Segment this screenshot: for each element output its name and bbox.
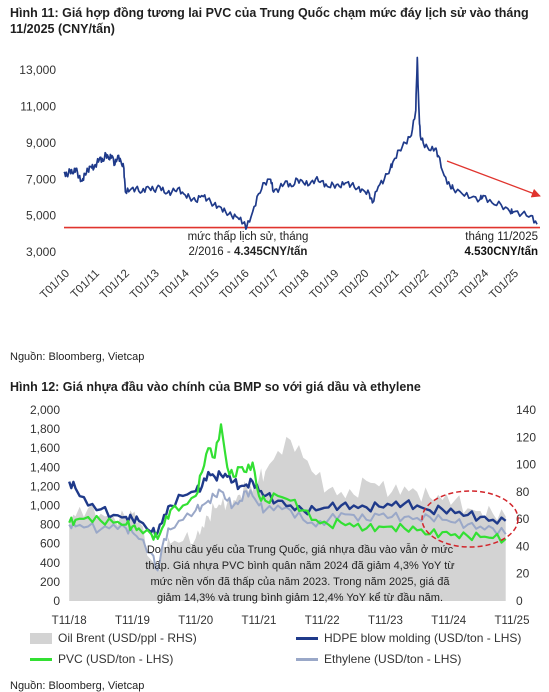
x-tick-label: T01/24 — [457, 267, 491, 301]
x-tick-label: T01/13 — [128, 268, 162, 302]
pvc-futures-series-line — [63, 56, 538, 231]
y-tick-label: 5,000 — [26, 209, 56, 223]
annotation-low-date: 2/2016 - — [189, 246, 234, 258]
chart2-source: Nguồn: Bloomberg, Vietcap — [10, 680, 145, 692]
y-right-tick-label: 0 — [516, 594, 523, 608]
x-tick-label: T01/16 — [218, 268, 252, 302]
chart1-source: Nguồn: Bloomberg, Vietcap — [10, 351, 145, 363]
y-right-tick-label: 60 — [516, 512, 530, 526]
chart2-svg: 02004006008001,0001,2001,4001,6001,8002,… — [30, 403, 536, 627]
y-tick-label: 9,000 — [26, 136, 56, 150]
x-tick-label: T01/14 — [158, 267, 192, 301]
oil-brent-area — [69, 436, 506, 601]
y-left-tick-label: 0 — [53, 594, 60, 608]
note-line: Do nhu cầu yếu của Trung Quốc, giá nhựa … — [147, 543, 454, 556]
x-tick-label: T11/24 — [431, 615, 467, 627]
annotation-low-value: 4.345CNY/tấn — [234, 246, 308, 258]
x-tick-label: T11/21 — [241, 615, 276, 627]
x-tick-label: T11/25 — [495, 615, 530, 627]
x-tick-label: T01/12 — [98, 268, 132, 302]
x-tick-label: T01/19 — [308, 268, 342, 302]
x-tick-label: T01/11 — [69, 268, 102, 301]
annotation-nov-line1: tháng 11/2025 — [465, 231, 538, 243]
pvc-series-line — [68, 423, 507, 544]
y-right-tick-label: 100 — [516, 458, 536, 472]
y-left-tick-label: 400 — [40, 556, 60, 570]
x-tick-label: T01/15 — [188, 268, 222, 302]
legend-item-hdpe: HDPE blow molding (USD/ton - LHS) — [296, 631, 521, 645]
note-line: giảm 14,3% và trung bình giảm 12,4% YoY … — [157, 592, 443, 604]
y-right-tick-label: 20 — [516, 567, 530, 581]
x-tick-label: T11/22 — [305, 615, 340, 627]
y-tick-label: 11,000 — [20, 100, 56, 114]
y-right-tick-label: 40 — [516, 539, 530, 553]
y-left-tick-label: 1,000 — [30, 499, 60, 513]
y-right-tick-label: 140 — [516, 403, 536, 417]
x-tick-label: T01/18 — [278, 268, 312, 302]
hdpe-series-line — [68, 470, 507, 538]
legend-swatch-hdpe — [296, 636, 318, 640]
y-left-tick-label: 1,600 — [30, 441, 60, 455]
x-tick-label: T11/23 — [368, 615, 403, 627]
annotation-low-line1: mức thấp lịch sử, tháng — [188, 231, 309, 243]
highlight-ellipse — [421, 490, 519, 548]
y-left-tick-label: 1,800 — [30, 422, 60, 436]
legend-label-ethylene: Ethylene (USD/ton - LHS) — [324, 652, 462, 666]
x-tick-label: T01/17 — [248, 268, 282, 302]
legend-label-oil: Oil Brent (USD/ppl - RHS) — [58, 631, 197, 645]
x-tick-label: T01/21 — [368, 268, 402, 302]
chart2-legend: Oil Brent (USD/ppl - RHS) HDPE blow mold… — [0, 631, 549, 669]
y-left-tick-label: 600 — [40, 537, 60, 551]
chart1-title-line1: Hình 11: Giá hợp đồng tương lai PVC của … — [10, 6, 529, 20]
y-tick-label: 3,000 — [26, 245, 56, 259]
legend-label-pvc: PVC (USD/ton - LHS) — [58, 652, 174, 666]
y-right-tick-label: 120 — [516, 430, 536, 444]
note-line: thấp. Giá nhựa PVC bình quân năm 2024 đã… — [145, 560, 455, 572]
legend-swatch-ethylene — [296, 657, 318, 661]
legend-item-oil: Oil Brent (USD/ppl - RHS) — [30, 631, 197, 645]
note-line: mức nền vốn đã thấp của năm 2023. Trong … — [150, 576, 450, 588]
y-left-tick-label: 200 — [40, 575, 60, 589]
y-tick-label: 7,000 — [26, 172, 56, 186]
y-left-tick-label: 1,200 — [30, 479, 60, 493]
annotation-low-line2: 2/2016 - 4.345CNY/tấn — [189, 246, 308, 258]
x-tick-label: T01/22 — [398, 268, 432, 302]
x-tick-label: T01/20 — [338, 268, 372, 302]
legend-item-ethylene: Ethylene (USD/ton - LHS) — [296, 652, 461, 666]
chart1-title: Hình 11: Giá hợp đồng tương lai PVC của … — [10, 5, 529, 37]
x-tick-label: T11/20 — [178, 615, 213, 627]
x-tick-label: T01/10 — [38, 268, 72, 302]
legend-swatch-oil — [30, 632, 52, 644]
y-right-tick-label: 80 — [516, 485, 530, 499]
ethylene-series-line — [68, 488, 507, 572]
y-left-tick-label: 1,400 — [30, 460, 60, 474]
trend-arrow — [446, 160, 541, 198]
y-left-tick-label: 2,000 — [30, 403, 60, 417]
x-tick-label: T11/19 — [115, 615, 150, 627]
legend-swatch-pvc — [30, 657, 52, 661]
x-tick-label: T01/25 — [487, 268, 521, 302]
y-tick-label: 13,000 — [19, 63, 56, 77]
x-tick-label: T11/18 — [52, 615, 87, 627]
legend-item-pvc: PVC (USD/ton - LHS) — [30, 652, 173, 666]
chart2-title: Hình 12: Giá nhựa đầu vào chính của BMP … — [10, 380, 421, 394]
annotation-nov-value: 4.530CNY/tấn — [464, 246, 538, 258]
legend-label-hdpe: HDPE blow molding (USD/ton - LHS) — [324, 631, 522, 645]
y-left-tick-label: 800 — [40, 518, 60, 532]
chart1-title-line2: 11/2025 (CNY/tấn) — [10, 22, 115, 36]
chart1-svg: 3,000 5,000 7,000 9,000 11,000 13,000 mức thấp… — [19, 56, 541, 302]
x-tick-label: T01/23 — [427, 268, 461, 302]
